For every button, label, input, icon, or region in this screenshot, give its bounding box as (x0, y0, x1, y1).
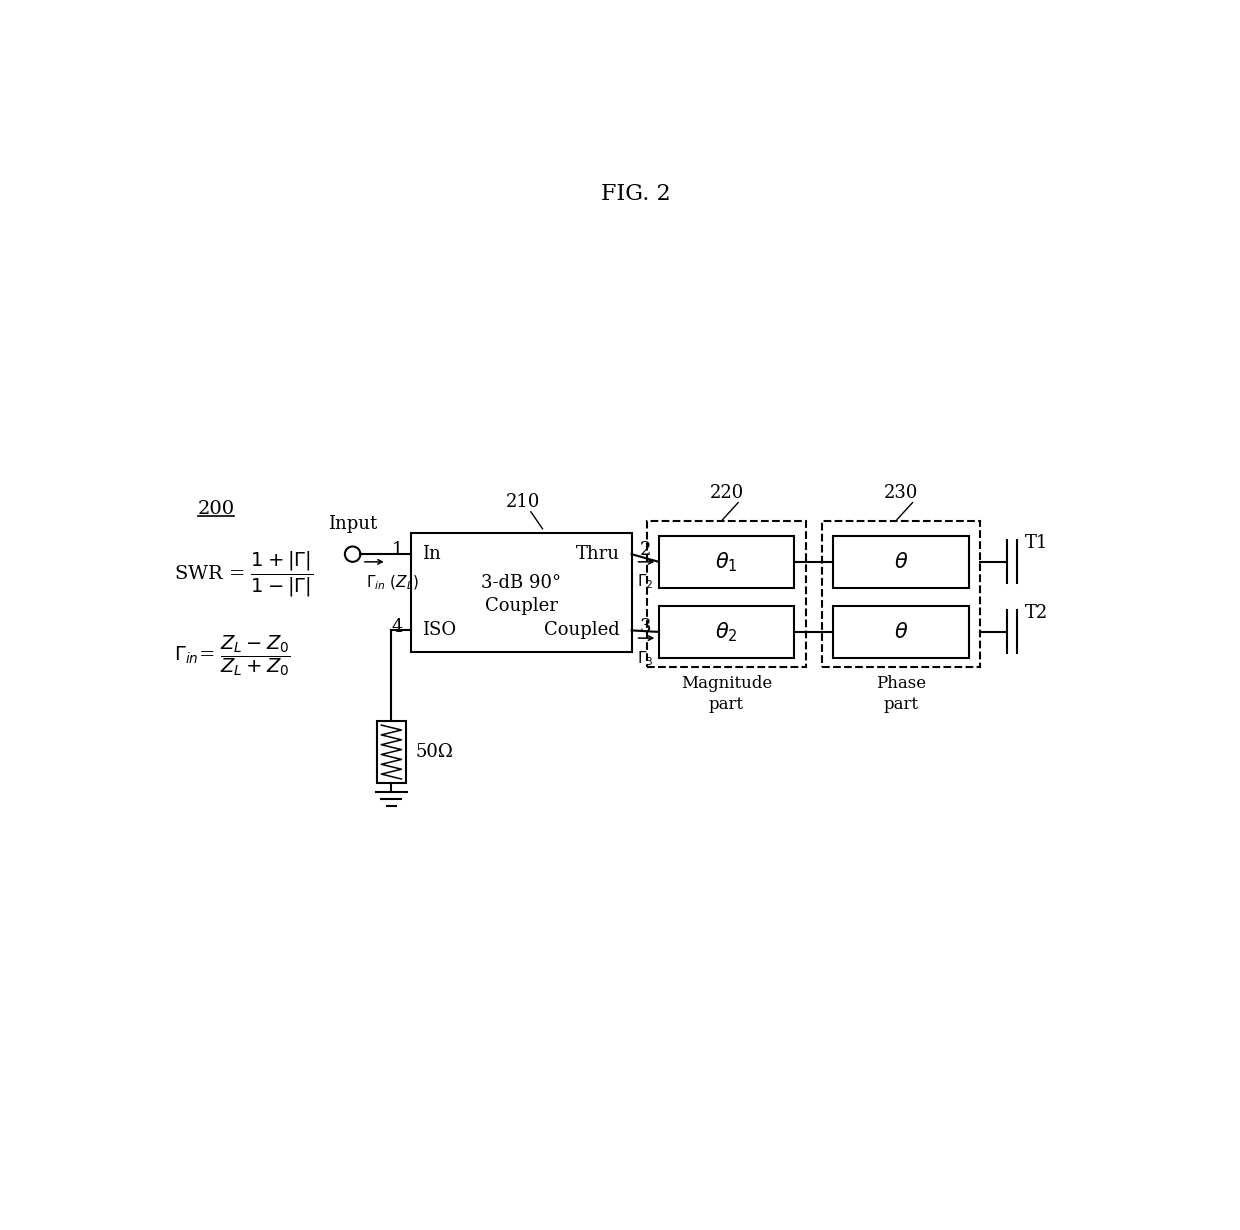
Text: 50Ω: 50Ω (415, 743, 454, 761)
Bar (833, 536, 968, 588)
Text: 200: 200 (197, 501, 234, 519)
Bar (658, 605, 795, 658)
Text: Magnitude
part: Magnitude part (681, 675, 773, 713)
Text: 220: 220 (709, 483, 744, 502)
Text: T2: T2 (1024, 604, 1048, 621)
Bar (410, 533, 631, 652)
Bar (658, 536, 795, 588)
Bar (821, 522, 981, 668)
Text: 4: 4 (392, 617, 403, 636)
Text: 3-dB 90°: 3-dB 90° (481, 574, 562, 592)
Text: $\theta$: $\theta$ (894, 552, 908, 572)
Bar (833, 605, 968, 658)
Text: Thru: Thru (577, 545, 620, 563)
Text: $\Gamma_2$: $\Gamma_2$ (637, 573, 653, 592)
Text: $\Gamma_{in}$= $\dfrac{Z_L - Z_0}{Z_L + Z_0}$: $\Gamma_{in}$= $\dfrac{Z_L - Z_0}{Z_L + … (175, 633, 291, 678)
Text: 230: 230 (884, 483, 918, 502)
Text: In: In (423, 545, 441, 563)
Text: 2: 2 (640, 541, 651, 560)
Text: 3: 3 (640, 617, 651, 636)
Text: SWR = $\dfrac{1+|\Gamma|}{1-|\Gamma|}$: SWR = $\dfrac{1+|\Gamma|}{1-|\Gamma|}$ (175, 550, 314, 599)
Text: Coupled: Coupled (544, 621, 620, 640)
Text: FIG. 2: FIG. 2 (600, 183, 671, 205)
Text: Phase
part: Phase part (875, 675, 926, 713)
Text: $\theta_2$: $\theta_2$ (715, 620, 738, 643)
Bar (377, 721, 405, 782)
Text: Coupler: Coupler (485, 597, 558, 615)
Text: $\theta_1$: $\theta_1$ (715, 550, 738, 573)
Text: T1: T1 (1024, 534, 1048, 551)
Text: 210: 210 (506, 493, 541, 510)
Text: 1: 1 (392, 541, 403, 560)
Text: ISO: ISO (423, 621, 456, 640)
Text: $\Gamma_{in}\ (Z_L)$: $\Gamma_{in}\ (Z_L)$ (366, 573, 419, 592)
Text: $\Gamma_3$: $\Gamma_3$ (637, 649, 653, 668)
Text: $\theta$: $\theta$ (894, 622, 908, 642)
Bar (647, 522, 806, 668)
Text: Input: Input (329, 514, 377, 533)
